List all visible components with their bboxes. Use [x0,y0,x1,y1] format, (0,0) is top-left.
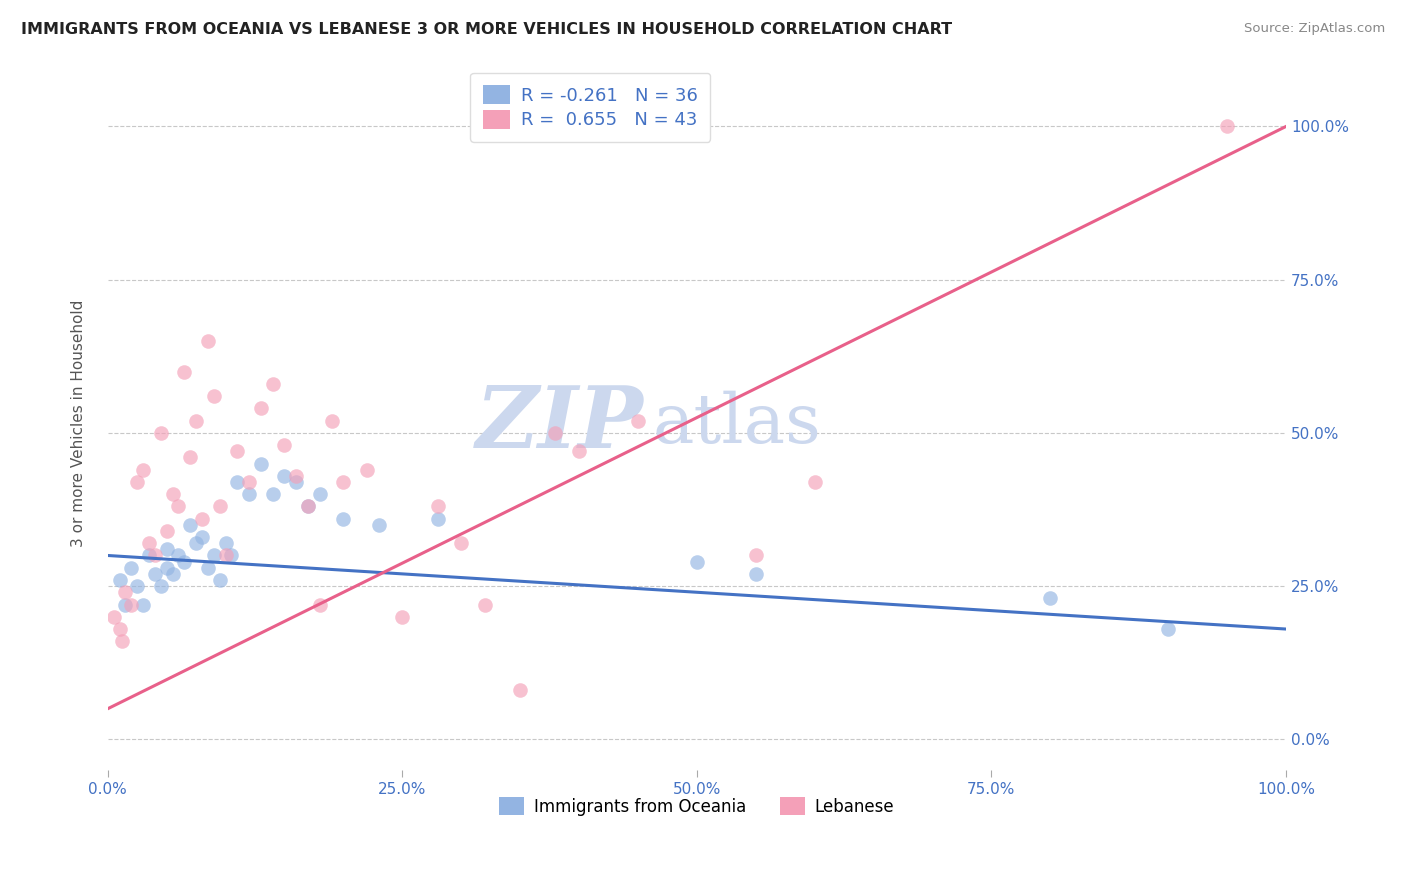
Point [308,598,330,612]
Point [173,365,195,379]
Point [149,579,172,593]
Point [686,555,709,569]
Point [143,549,166,563]
Point [226,444,249,458]
Point [568,444,591,458]
Point [167,500,190,514]
Point [1157,622,1180,636]
Point [273,438,295,452]
Point [156,542,179,557]
Point [184,414,207,428]
Point [745,549,768,563]
Text: ZIP: ZIP [477,382,644,466]
Point [273,468,295,483]
Point [426,500,449,514]
Point [162,487,184,501]
Point [803,475,825,489]
Point [332,512,354,526]
Text: atlas: atlas [652,391,821,457]
Point [202,389,225,403]
Point [208,573,231,587]
Point [627,414,650,428]
Point [450,536,472,550]
Point [167,549,190,563]
Point [321,414,343,428]
Point [1039,591,1062,606]
Point [262,376,284,391]
Point [127,475,149,489]
Point [509,683,531,698]
Point [111,634,134,648]
Point [179,450,201,465]
Point [332,475,354,489]
Point [426,512,449,526]
Point [250,401,273,416]
Point [138,536,160,550]
Point [127,579,149,593]
Legend: Immigrants from Oceania, Lebanese: Immigrants from Oceania, Lebanese [491,789,903,824]
Point [214,549,236,563]
Y-axis label: 3 or more Vehicles in Household: 3 or more Vehicles in Household [72,300,86,548]
Point [197,560,219,574]
Point [221,549,243,563]
Point [238,487,260,501]
Point [114,598,136,612]
Point [250,457,273,471]
Point [367,517,389,532]
Point [162,566,184,581]
Point [179,517,201,532]
Point [108,573,131,587]
Point [138,549,160,563]
Point [120,598,142,612]
Point [143,566,166,581]
Point [208,500,231,514]
Point [391,609,413,624]
Point [184,536,207,550]
Text: Source: ZipAtlas.com: Source: ZipAtlas.com [1244,22,1385,36]
Point [108,622,131,636]
Point [114,585,136,599]
Point [120,560,142,574]
Point [132,598,155,612]
Point [132,463,155,477]
Point [191,530,214,544]
Point [156,560,179,574]
Point [173,555,195,569]
Point [214,536,236,550]
Point [191,512,214,526]
Point [262,487,284,501]
Point [285,475,308,489]
Point [544,425,567,440]
Point [103,609,125,624]
Point [202,549,225,563]
Point [474,598,496,612]
Point [156,524,179,538]
Point [297,500,319,514]
Point [308,487,330,501]
Point [1216,120,1239,134]
Text: IMMIGRANTS FROM OCEANIA VS LEBANESE 3 OR MORE VEHICLES IN HOUSEHOLD CORRELATION : IMMIGRANTS FROM OCEANIA VS LEBANESE 3 OR… [21,22,952,37]
Point [238,475,260,489]
Point [285,468,308,483]
Point [149,425,172,440]
Point [356,463,378,477]
Point [197,334,219,348]
Point [226,475,249,489]
Point [297,500,319,514]
Point [745,566,768,581]
